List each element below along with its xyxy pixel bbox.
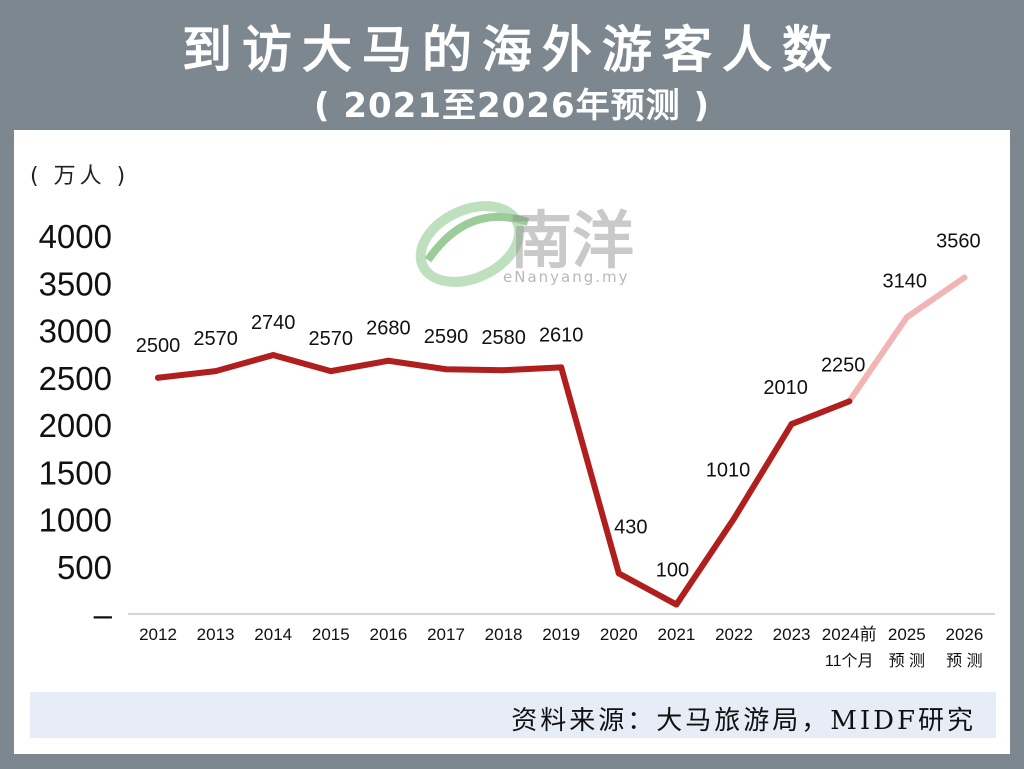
data-point	[558, 364, 565, 371]
header: 到访大马的海外游客人数 ( 2021至2026年预测 )	[0, 0, 1024, 130]
data-point	[731, 515, 737, 522]
data-label: 2570	[309, 328, 354, 350]
data-point	[788, 421, 795, 428]
x-tick-label: 2020	[600, 625, 638, 644]
x-tick-label: 2016	[369, 625, 407, 644]
y-tick-label: 1000	[39, 502, 112, 539]
data-label: 3560	[936, 231, 981, 253]
source-note: 资料来源：大马旅游局，MIDF研究	[511, 706, 976, 736]
x-tick-label: 2012	[139, 625, 177, 644]
data-point	[327, 368, 334, 375]
data-point	[903, 314, 910, 321]
y-tick-label: 3000	[39, 313, 112, 350]
x-tick-sublabel: 11个月	[825, 652, 874, 670]
data-label: 3140	[883, 270, 928, 292]
data-point	[155, 374, 161, 381]
x-tick-label: 2018	[485, 625, 523, 644]
source-bar	[30, 692, 996, 738]
data-label: 1010	[706, 460, 751, 482]
x-tick-label: 2013	[197, 625, 235, 644]
forecast-line	[846, 274, 968, 405]
watermark-logo-icon	[415, 201, 530, 287]
data-point	[673, 601, 680, 608]
x-axis: 2012 2013 2014 2015 2016 2017 2018 2019 2020 2021…	[139, 625, 983, 670]
chart-panel	[14, 130, 1010, 754]
x-tick-label: 2019	[542, 625, 580, 644]
y-axis-unit-label: ( 万人 )	[30, 164, 130, 189]
y-tick-label: 4000	[39, 218, 112, 255]
data-label: 2680	[366, 318, 411, 340]
data-label: 2570	[193, 328, 238, 350]
data-point	[846, 398, 853, 405]
data-labels: 2500 2570 2740 2570 2680 2590 2580 2610 430 100 10…	[136, 231, 981, 582]
data-point	[212, 368, 219, 375]
data-label: 2610	[539, 324, 584, 346]
y-tick-label: 1500	[39, 454, 112, 491]
data-label: 430	[614, 516, 647, 538]
data-point	[443, 366, 449, 373]
x-tick-label: 2022	[715, 625, 753, 644]
data-point	[270, 352, 277, 359]
data-point	[961, 274, 968, 281]
x-tick-label: 2025	[888, 625, 926, 644]
x-tick-label: 2017	[427, 625, 465, 644]
data-label: 2590	[424, 326, 469, 348]
data-label: 2580	[481, 327, 526, 349]
x-tick-label: 2024前	[822, 625, 877, 644]
data-label: 100	[656, 560, 689, 582]
data-point	[500, 367, 507, 374]
x-tick-sublabel: 预 测	[889, 652, 925, 670]
chart-subtitle: ( 2021至2026年预测 )	[313, 86, 710, 126]
data-label: 2740	[251, 312, 296, 334]
x-tick-label: 2021	[657, 625, 695, 644]
y-axis: – 500 1000 1500 2000 2500 3000 3500 4000	[39, 218, 113, 633]
watermark-text: 南洋	[510, 204, 635, 277]
x-tick-label: 2014	[254, 625, 292, 644]
x-tick-label: 2023	[773, 625, 811, 644]
x-tick-label: 2026	[945, 625, 983, 644]
chart-title: 到访大马的海外游客人数	[182, 21, 842, 79]
data-point	[615, 570, 622, 577]
watermark-url: eNanyang.my	[503, 268, 630, 286]
data-label: 2250	[821, 354, 866, 376]
x-tick-label: 2015	[312, 625, 350, 644]
data-point	[385, 357, 392, 364]
y-tick-label: 500	[57, 549, 112, 586]
x-tick-sublabel: 预 测	[946, 652, 982, 670]
data-label: 2010	[763, 377, 808, 399]
y-tick-label: 3500	[39, 265, 112, 302]
y-tick-label: –	[94, 596, 113, 633]
series-tourist-arrivals	[155, 274, 968, 608]
data-label: 2500	[136, 335, 181, 357]
y-tick-label: 2500	[39, 360, 112, 397]
y-tick-label: 2000	[39, 407, 112, 444]
